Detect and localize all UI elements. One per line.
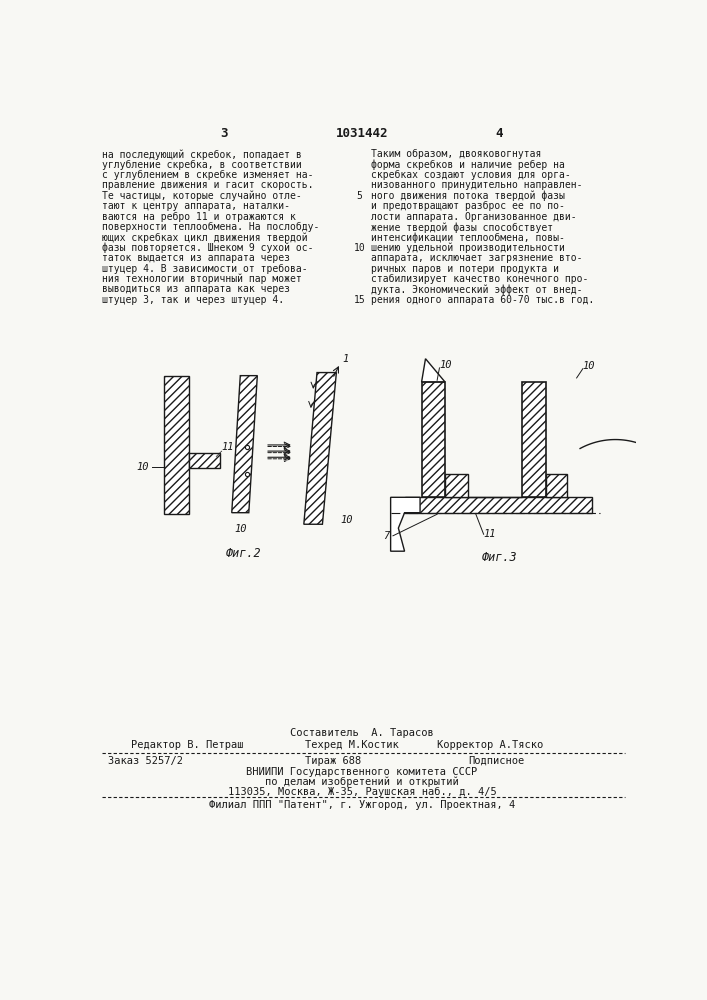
Text: дукта. Экономический эффект от внед-: дукта. Экономический эффект от внед- <box>371 284 583 295</box>
Text: правление движения и гасит скорость.: правление движения и гасит скорость. <box>103 180 314 190</box>
Text: углубление скребка, в соответствии: углубление скребка, в соответствии <box>103 160 302 170</box>
Text: рения одного аппарата 60-70 тыс.в год.: рения одного аппарата 60-70 тыс.в год. <box>371 295 595 305</box>
Polygon shape <box>421 359 445 382</box>
Text: Таким образом, двояковогнутая: Таким образом, двояковогнутая <box>371 149 542 159</box>
Text: Заказ 5257/2: Заказ 5257/2 <box>107 756 182 766</box>
Polygon shape <box>445 474 468 497</box>
Text: ния технологии вторичный пар может: ния технологии вторичный пар может <box>103 274 302 284</box>
Text: 113035, Москва, Ж-35, Раушская наб., д. 4/5: 113035, Москва, Ж-35, Раушская наб., д. … <box>228 787 496 797</box>
Text: по делам изобретений и открытий: по делам изобретений и открытий <box>265 777 459 787</box>
Polygon shape <box>421 382 445 497</box>
Text: Те частицы, которые случайно отле-: Те частицы, которые случайно отле- <box>103 191 302 201</box>
Text: 11: 11 <box>484 529 496 539</box>
Text: штуцер 3, так и через штуцер 4.: штуцер 3, так и через штуцер 4. <box>103 295 284 305</box>
Text: ричных паров и потери продукта и: ричных паров и потери продукта и <box>371 264 559 274</box>
Text: стабилизирует качество конечного про-: стабилизирует качество конечного про- <box>371 274 589 284</box>
Text: низованного принудительно направлен-: низованного принудительно направлен- <box>371 180 583 190</box>
Text: 1031442: 1031442 <box>336 127 388 140</box>
Text: шению удельной производительности: шению удельной производительности <box>371 243 565 253</box>
Text: 10: 10 <box>440 360 452 370</box>
Text: 15: 15 <box>354 295 366 305</box>
Text: 10: 10 <box>340 515 353 525</box>
Text: 10: 10 <box>354 243 366 253</box>
Text: 5: 5 <box>357 191 363 201</box>
Text: с углублением в скребке изменяет на-: с углублением в скребке изменяет на- <box>103 170 314 180</box>
Text: штуцер 4. В зависимости от требова-: штуцер 4. В зависимости от требова- <box>103 264 308 274</box>
Text: форма скребков и наличие ребер на: форма скребков и наличие ребер на <box>371 160 565 170</box>
Text: 1: 1 <box>343 354 349 364</box>
Text: 10: 10 <box>234 524 247 534</box>
Text: Тираж 688: Тираж 688 <box>305 756 361 766</box>
Text: и предотвращают разброс ее по по-: и предотвращают разброс ее по по- <box>371 201 565 211</box>
Text: 11: 11 <box>222 442 234 452</box>
Polygon shape <box>189 453 220 468</box>
Text: поверхности теплообмена. На послобду-: поверхности теплообмена. На послобду- <box>103 222 320 232</box>
Polygon shape <box>546 474 567 497</box>
Text: 4: 4 <box>496 127 503 140</box>
Text: Фиг.2: Фиг.2 <box>226 547 261 560</box>
Text: Корректор А.Тяско: Корректор А.Тяско <box>437 740 544 750</box>
Polygon shape <box>391 497 420 551</box>
Polygon shape <box>404 497 592 513</box>
Text: таток выдается из аппарата через: таток выдается из аппарата через <box>103 253 291 263</box>
Text: Филиал ППП "Патент", г. Ужгород, ул. Проектная, 4: Филиал ППП "Патент", г. Ужгород, ул. Про… <box>209 800 515 810</box>
Text: тают к центру аппарата, наталки-: тают к центру аппарата, наталки- <box>103 201 291 211</box>
Text: ваются на ребро 11 и отражаются к: ваются на ребро 11 и отражаются к <box>103 212 296 222</box>
Text: аппарата, исключает загрязнение вто-: аппарата, исключает загрязнение вто- <box>371 253 583 263</box>
Text: выводиться из аппарата как через: выводиться из аппарата как через <box>103 284 291 294</box>
Text: ВНИИПИ Государственного комитета СССР: ВНИИПИ Государственного комитета СССР <box>246 767 477 777</box>
Text: Фиг.3: Фиг.3 <box>481 551 517 564</box>
Text: Редактор В. Петраш: Редактор В. Петраш <box>131 740 243 750</box>
Text: 3: 3 <box>221 127 228 140</box>
Text: интенсификации теплообмена, повы-: интенсификации теплообмена, повы- <box>371 232 565 243</box>
Text: скребках создают условия для орга-: скребках создают условия для орга- <box>371 170 571 180</box>
Polygon shape <box>304 373 337 524</box>
Text: Техред М.Костик: Техред М.Костик <box>305 740 399 750</box>
Text: 10: 10 <box>583 361 595 371</box>
Text: ного движения потока твердой фазы: ного движения потока твердой фазы <box>371 191 565 201</box>
Text: 10: 10 <box>136 462 149 472</box>
Text: ющих скребках цикл движения твердой: ющих скребках цикл движения твердой <box>103 232 308 243</box>
Polygon shape <box>522 382 546 497</box>
Polygon shape <box>232 376 257 513</box>
Text: Составитель  А. Тарасов: Составитель А. Тарасов <box>290 728 434 738</box>
Text: жение твердой фазы способствует: жение твердой фазы способствует <box>371 222 554 233</box>
Text: фазы повторяется. Шнеком 9 сухой ос-: фазы повторяется. Шнеком 9 сухой ос- <box>103 243 314 253</box>
Text: лости аппарата. Организованное дви-: лости аппарата. Организованное дви- <box>371 212 577 222</box>
Text: 7: 7 <box>382 531 389 541</box>
Text: Подписное: Подписное <box>468 756 525 766</box>
Text: на последующий скребок, попадает в: на последующий скребок, попадает в <box>103 149 302 160</box>
Polygon shape <box>164 376 189 514</box>
